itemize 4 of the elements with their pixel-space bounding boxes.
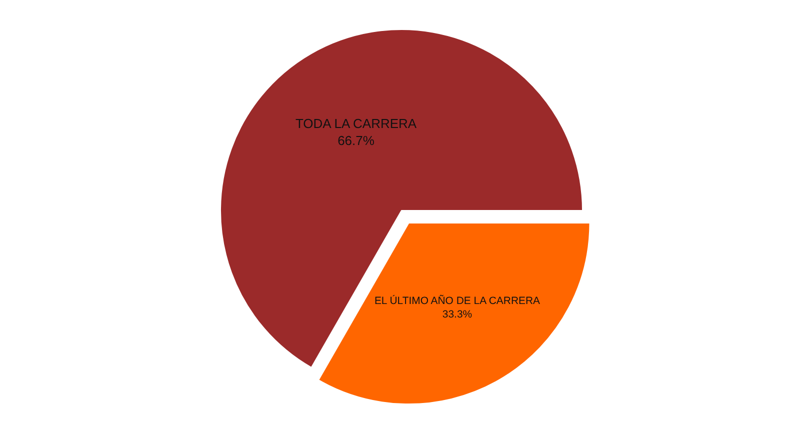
data-label: 33.3%: [442, 309, 472, 320]
slice-label: TODA LA CARRERA: [295, 116, 417, 132]
data-label: 66.7%: [338, 133, 375, 148]
slice-label: EL ÚLTIMO AÑO DE LA CARRERA: [374, 294, 540, 307]
